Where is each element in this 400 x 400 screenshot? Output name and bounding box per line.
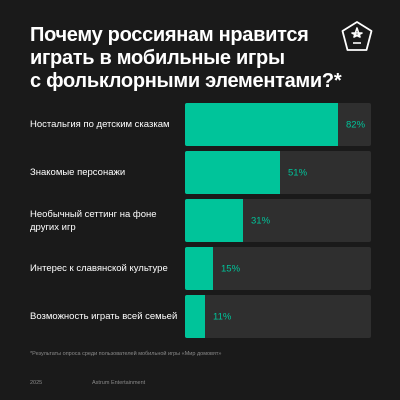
bar	[185, 103, 338, 146]
footer-company: Astrum Entertainment	[92, 380, 146, 386]
category-label: Знакомые персонажи	[30, 167, 126, 178]
bar	[185, 295, 205, 338]
category-label: Ностальгия по детским сказкам	[30, 119, 170, 130]
category-label: Необычный сеттинг на фоне других игр	[30, 208, 157, 233]
value-label: 11%	[213, 311, 232, 322]
survey-footnote: *Результаты опроса среди пользователей м…	[30, 351, 222, 357]
value-label: 15%	[221, 263, 241, 274]
astrum-star-logo-icon	[340, 20, 374, 54]
bar-track: 11%	[185, 295, 371, 338]
value-label: 82%	[346, 119, 366, 130]
category-label: Возможность играть всей семьей	[30, 311, 178, 322]
bar-track: 15%	[185, 247, 371, 290]
bar-track: 51%	[185, 151, 371, 194]
bar-track: 82%	[185, 103, 371, 146]
bar	[185, 199, 243, 242]
footer-year: 2025	[30, 380, 43, 386]
bar	[185, 247, 213, 290]
title-line: с фольклорными элементами?*	[30, 70, 342, 92]
category-label: Интерес к славянской культуре	[30, 263, 168, 274]
value-label: 31%	[251, 215, 271, 226]
title-line: Почему россиянам нравится	[30, 24, 309, 46]
chart-title: Почему россиянам нравится играть в мобил…	[30, 24, 342, 93]
value-label: 51%	[288, 167, 308, 178]
bar-track: 31%	[185, 199, 371, 242]
bar	[185, 151, 280, 194]
title-line: играть в мобильные игры	[30, 47, 285, 69]
